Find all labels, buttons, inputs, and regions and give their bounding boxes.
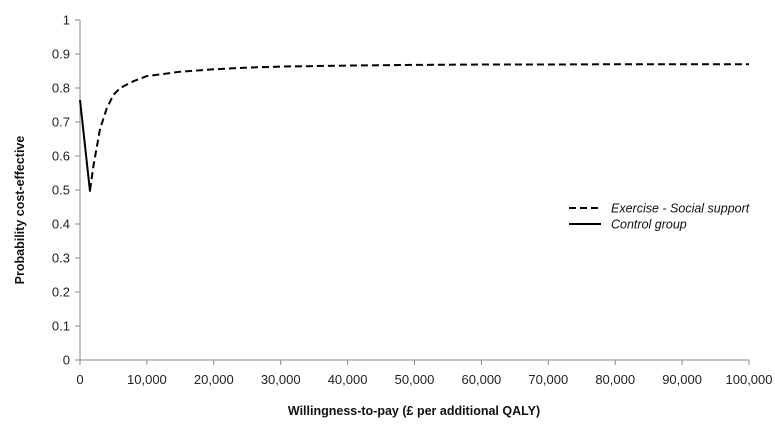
y-axis-title: Probability cost-effective (13, 136, 27, 285)
y-tick-label: 0.8 (52, 81, 70, 96)
y-tick-label: 0.1 (52, 319, 70, 334)
legend-label: Control group (611, 218, 687, 232)
x-axis-title: Willingness-to-pay (£ per additional QAL… (288, 404, 540, 418)
x-tick-label: 40,000 (328, 372, 368, 387)
x-tick-label: 70,000 (528, 372, 568, 387)
x-tick-label: 100,000 (726, 372, 773, 387)
x-tick-label: 60,000 (462, 372, 502, 387)
y-tick-label: 0 (63, 353, 70, 368)
y-tick-label: 0.2 (52, 285, 70, 300)
y-tick-label: 0.5 (52, 183, 70, 198)
y-tick-label: 0.7 (52, 115, 70, 130)
y-tick-label: 0.4 (52, 217, 70, 232)
y-tick-label: 0.3 (52, 251, 70, 266)
legend-label: Exercise - Social support (611, 202, 750, 216)
x-tick-label: 20,000 (194, 372, 234, 387)
y-tick-label: 0.6 (52, 149, 70, 164)
x-tick-label: 10,000 (127, 372, 167, 387)
y-tick-label: 1 (63, 13, 70, 28)
series-line-control-group (79, 99, 92, 192)
y-tick-label: 0.9 (52, 47, 70, 62)
x-tick-label: 30,000 (261, 372, 301, 387)
x-tick-label: 50,000 (395, 372, 435, 387)
x-tick-label: 90,000 (662, 372, 702, 387)
x-tick-label: 80,000 (595, 372, 635, 387)
series-line-exercise-social-support (89, 63, 749, 191)
legend: Exercise - Social support Control group (569, 202, 750, 232)
x-tick-label: 0 (76, 372, 83, 387)
